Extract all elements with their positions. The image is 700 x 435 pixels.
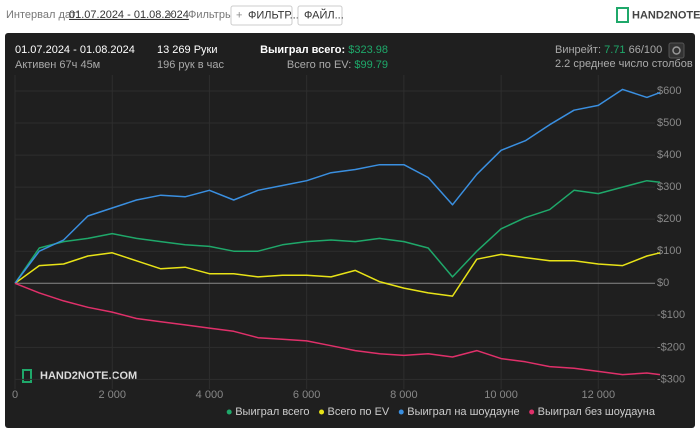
- won-value: $323.98: [348, 44, 388, 56]
- series-line: [14, 282, 661, 376]
- watermark-icon: [22, 369, 32, 383]
- y-tick-label: $600: [657, 85, 681, 97]
- won-total: Выиграл всего: $323.98: [260, 44, 388, 56]
- active-time: Активен 67ч 45м: [15, 59, 100, 71]
- legend: Выиграл без шоудауна Выиграл на шоудауне В…: [226, 406, 656, 418]
- settings-button[interactable]: [668, 42, 685, 59]
- y-tick-label: $300: [657, 181, 681, 193]
- plot: HAND2NOTE.COM 0 2 000 4 000 6 000 8 000 10 000…: [12, 75, 685, 418]
- y-tick-label: $0: [657, 277, 669, 289]
- filter-button[interactable]: [230, 5, 293, 26]
- plus-icon: +: [236, 9, 242, 21]
- legend-label: Выиграл на шоудауне: [407, 406, 519, 418]
- x-tick-label: 4 000: [196, 389, 224, 401]
- y-tick-label: $200: [657, 213, 681, 225]
- logo: HAND2NOTE: [632, 9, 700, 21]
- y-tick-label: $100: [657, 245, 681, 257]
- x-tick-label: 6 000: [293, 389, 321, 401]
- hands-per-hour: 196 рук в час: [157, 59, 225, 71]
- legend-marker: [319, 409, 325, 415]
- won-label: Выиграл всего:: [260, 44, 345, 56]
- series-line: [14, 88, 661, 284]
- panel: [5, 33, 695, 428]
- file-button-label: ФАЙЛ...: [304, 8, 344, 21]
- winrate-value: 7.71: [604, 44, 625, 56]
- legend-label: Выиграл всего: [235, 406, 309, 418]
- y-tick-label: -$100: [657, 309, 685, 321]
- legend-marker: [398, 409, 404, 415]
- ev-value: $99.79: [354, 59, 388, 71]
- y-tick-label: -$200: [657, 341, 685, 353]
- dropdown-arrow: [166, 13, 174, 17]
- ev-label: Всего по EV:: [287, 59, 351, 71]
- hands: 13 269 Руки: [157, 44, 218, 56]
- x-tick-label: 8 000: [390, 389, 418, 401]
- y-tick-label: -$300: [657, 373, 685, 385]
- x-tick-label: 12 000: [581, 389, 615, 401]
- x-tick-label: 0: [12, 389, 18, 401]
- period: 01.07.2024 - 01.08.2024: [15, 44, 135, 56]
- filter-button-label: ФИЛЬТР...: [248, 9, 299, 21]
- winrate-label: Винрейт:: [555, 44, 601, 56]
- logo-icon: [616, 7, 629, 23]
- date-range[interactable]: 01.07.2024 - 01.08.2024: [69, 9, 189, 21]
- legend-marker: [226, 409, 232, 415]
- winrate: Винрейт: 7.71 66/100: [555, 44, 662, 56]
- settings-icon: [672, 46, 681, 55]
- ev-total: Всего по EV: $99.79: [287, 59, 388, 71]
- y-tick-label: $500: [657, 117, 681, 129]
- legend-marker: [529, 409, 535, 415]
- date-label: Интервал дат:: [6, 9, 79, 21]
- filters-label: Фильтры:: [188, 9, 236, 21]
- y-tick-label: $400: [657, 149, 681, 161]
- x-tick-label: 2 000: [98, 389, 126, 401]
- watermark: HAND2NOTE.COM: [40, 370, 137, 382]
- winrate-unit: 66/100: [629, 44, 663, 56]
- tables: 2.2 среднее число столбов: [555, 58, 693, 70]
- file-button[interactable]: [297, 5, 343, 26]
- legend-label: Всего по EV: [328, 406, 390, 418]
- x-tick-label: 10 000: [484, 389, 518, 401]
- series-line: [14, 179, 661, 284]
- legend-label: Выиграл без шоудауна: [538, 406, 656, 418]
- series-line: [14, 252, 661, 297]
